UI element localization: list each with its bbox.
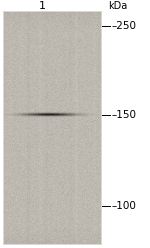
Text: –100: –100 — [111, 201, 136, 211]
Text: kDa: kDa — [108, 1, 127, 11]
Text: –150: –150 — [111, 110, 136, 120]
Text: 1: 1 — [39, 1, 45, 11]
Text: –250: –250 — [111, 21, 136, 31]
